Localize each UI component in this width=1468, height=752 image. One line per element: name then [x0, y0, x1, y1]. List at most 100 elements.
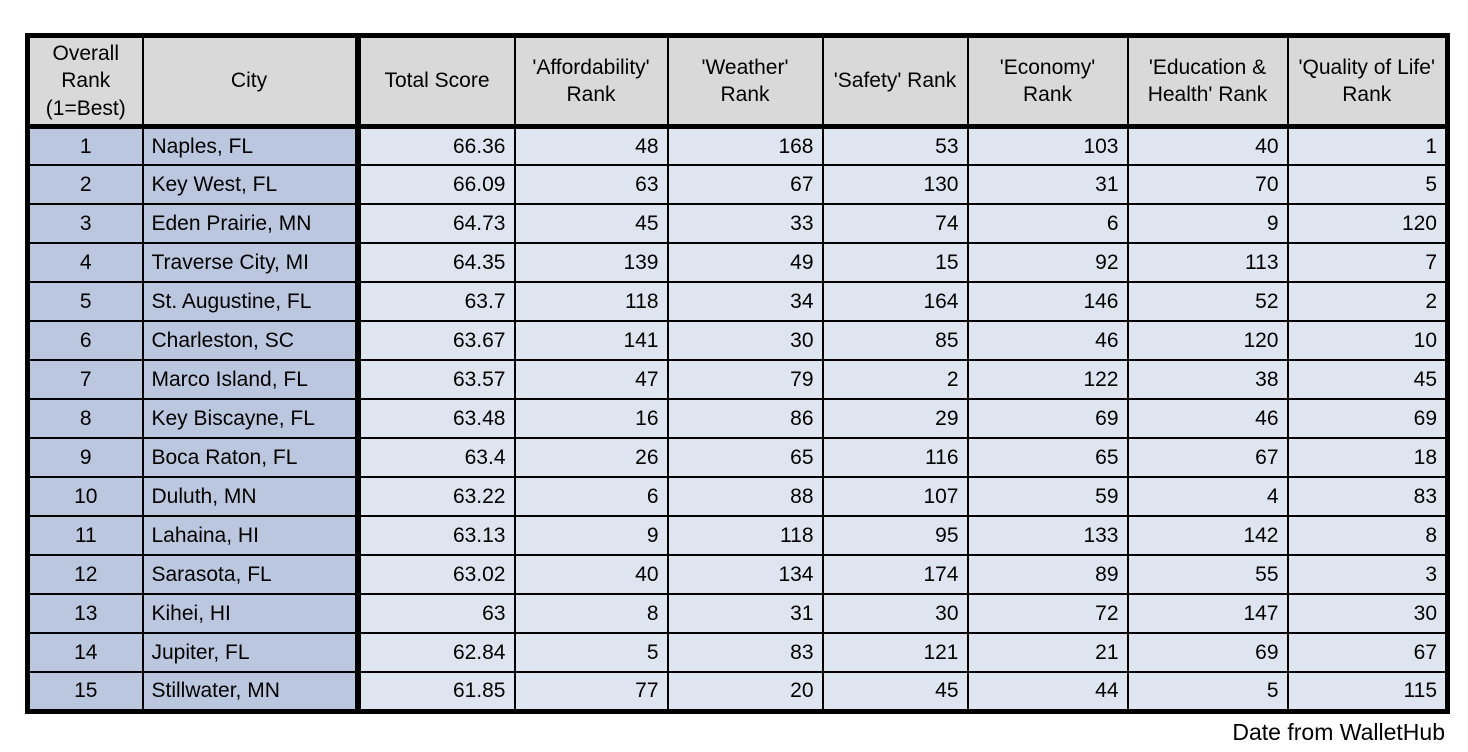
cell-quality-of-life-rank: 18: [1286, 437, 1449, 479]
cell-overall-rank: 14: [26, 632, 144, 674]
cell-city: Naples, FL: [141, 125, 361, 167]
cell-weather-rank: 67: [666, 164, 824, 206]
cell-city: Key Biscayne, FL: [141, 398, 361, 440]
cell-education-health-rank: 9: [1126, 203, 1289, 245]
cell-affordability-rank: 40: [513, 554, 669, 596]
cell-safety-rank: 116: [821, 437, 969, 479]
cell-affordability-rank: 5: [513, 632, 669, 674]
cell-affordability-rank: 9: [513, 515, 669, 557]
cell-economy-rank: 44: [966, 671, 1129, 713]
cell-weather-rank: 65: [666, 437, 824, 479]
cell-quality-of-life-rank: 2: [1286, 281, 1449, 323]
cell-education-health-rank: 69: [1126, 632, 1289, 674]
cell-safety-rank: 121: [821, 632, 969, 674]
cell-affordability-rank: 139: [513, 242, 669, 284]
cell-overall-rank: 12: [26, 554, 144, 596]
cell-education-health-rank: 46: [1126, 398, 1289, 440]
table-row: 6 Charleston, SC 63.67 141 30 85 46 120 10: [26, 320, 1449, 362]
cell-quality-of-life-rank: 120: [1286, 203, 1449, 245]
cell-economy-rank: 59: [966, 476, 1129, 518]
table-row: 8 Key Biscayne, FL 63.48 16 86 29 69 46 69: [26, 398, 1449, 440]
cell-total-score: 63.48: [356, 398, 516, 440]
table-row: 4 Traverse City, MI 64.35 139 49 15 92 113 7: [26, 242, 1449, 284]
cell-city: Duluth, MN: [141, 476, 361, 518]
cell-overall-rank: 11: [26, 515, 144, 557]
cell-quality-of-life-rank: 30: [1286, 593, 1449, 635]
cell-quality-of-life-rank: 69: [1286, 398, 1449, 440]
cell-education-health-rank: 67: [1126, 437, 1289, 479]
cell-total-score: 63.02: [356, 554, 516, 596]
col-header-education-health-rank: 'Education & Health' Rank: [1126, 34, 1289, 129]
cell-education-health-rank: 38: [1126, 359, 1289, 401]
cell-weather-rank: 79: [666, 359, 824, 401]
col-header-safety-rank: 'Safety' Rank: [821, 34, 969, 129]
cell-city: Stillwater, MN: [141, 671, 361, 713]
cell-economy-rank: 72: [966, 593, 1129, 635]
cell-overall-rank: 3: [26, 203, 144, 245]
cell-affordability-rank: 48: [513, 125, 669, 167]
table-row: 3 Eden Prairie, MN 64.73 45 33 74 6 9 120: [26, 203, 1449, 245]
cell-safety-rank: 30: [821, 593, 969, 635]
cell-weather-rank: 33: [666, 203, 824, 245]
cell-total-score: 63.57: [356, 359, 516, 401]
cell-total-score: 63: [356, 593, 516, 635]
cell-safety-rank: 107: [821, 476, 969, 518]
cell-economy-rank: 6: [966, 203, 1129, 245]
cell-weather-rank: 30: [666, 320, 824, 362]
cell-safety-rank: 174: [821, 554, 969, 596]
cell-overall-rank: 1: [26, 125, 144, 167]
col-header-quality-of-life-rank: 'Quality of Life' Rank: [1286, 34, 1449, 129]
cell-overall-rank: 6: [26, 320, 144, 362]
cell-weather-rank: 86: [666, 398, 824, 440]
cell-affordability-rank: 118: [513, 281, 669, 323]
cell-total-score: 66.36: [356, 125, 516, 167]
cell-safety-rank: 164: [821, 281, 969, 323]
cell-total-score: 64.35: [356, 242, 516, 284]
cell-city: Eden Prairie, MN: [141, 203, 361, 245]
cell-weather-rank: 20: [666, 671, 824, 713]
cell-economy-rank: 103: [966, 125, 1129, 167]
cell-quality-of-life-rank: 3: [1286, 554, 1449, 596]
cell-overall-rank: 10: [26, 476, 144, 518]
cell-economy-rank: 65: [966, 437, 1129, 479]
cell-economy-rank: 133: [966, 515, 1129, 557]
table-row: 7 Marco Island, FL 63.57 47 79 2 122 38 45: [26, 359, 1449, 401]
cell-safety-rank: 85: [821, 320, 969, 362]
table-row: 11 Lahaina, HI 63.13 9 118 95 133 142 8: [26, 515, 1449, 557]
cell-affordability-rank: 26: [513, 437, 669, 479]
table-row: 10 Duluth, MN 63.22 6 88 107 59 4 83: [26, 476, 1449, 518]
cell-overall-rank: 5: [26, 281, 144, 323]
cell-education-health-rank: 40: [1126, 125, 1289, 167]
table-row: 15 Stillwater, MN 61.85 77 20 45 44 5 115: [26, 671, 1449, 713]
cell-safety-rank: 2: [821, 359, 969, 401]
col-header-overall-rank: Overall Rank (1=Best): [26, 34, 144, 129]
cell-quality-of-life-rank: 10: [1286, 320, 1449, 362]
cell-economy-rank: 46: [966, 320, 1129, 362]
cell-weather-rank: 31: [666, 593, 824, 635]
cell-overall-rank: 15: [26, 671, 144, 713]
cell-total-score: 63.13: [356, 515, 516, 557]
cell-city: St. Augustine, FL: [141, 281, 361, 323]
table-row: 5 St. Augustine, FL 63.7 118 34 164 146 52 2: [26, 281, 1449, 323]
source-note: Date from WalletHub: [1232, 718, 1445, 745]
table-row: 13 Kihei, HI 63 8 31 30 72 147 30: [26, 593, 1449, 635]
cell-weather-rank: 83: [666, 632, 824, 674]
cell-safety-rank: 53: [821, 125, 969, 167]
cell-affordability-rank: 16: [513, 398, 669, 440]
cell-quality-of-life-rank: 1: [1286, 125, 1449, 167]
cell-city: Charleston, SC: [141, 320, 361, 362]
cell-affordability-rank: 141: [513, 320, 669, 362]
cell-city: Sarasota, FL: [141, 554, 361, 596]
cell-weather-rank: 134: [666, 554, 824, 596]
cell-affordability-rank: 8: [513, 593, 669, 635]
cell-education-health-rank: 52: [1126, 281, 1289, 323]
cell-weather-rank: 49: [666, 242, 824, 284]
table-row: 14 Jupiter, FL 62.84 5 83 121 21 69 67: [26, 632, 1449, 674]
cell-quality-of-life-rank: 67: [1286, 632, 1449, 674]
cell-total-score: 64.73: [356, 203, 516, 245]
cell-overall-rank: 7: [26, 359, 144, 401]
cell-total-score: 63.22: [356, 476, 516, 518]
cell-quality-of-life-rank: 83: [1286, 476, 1449, 518]
col-header-weather-rank: 'Weather' Rank: [666, 34, 824, 129]
